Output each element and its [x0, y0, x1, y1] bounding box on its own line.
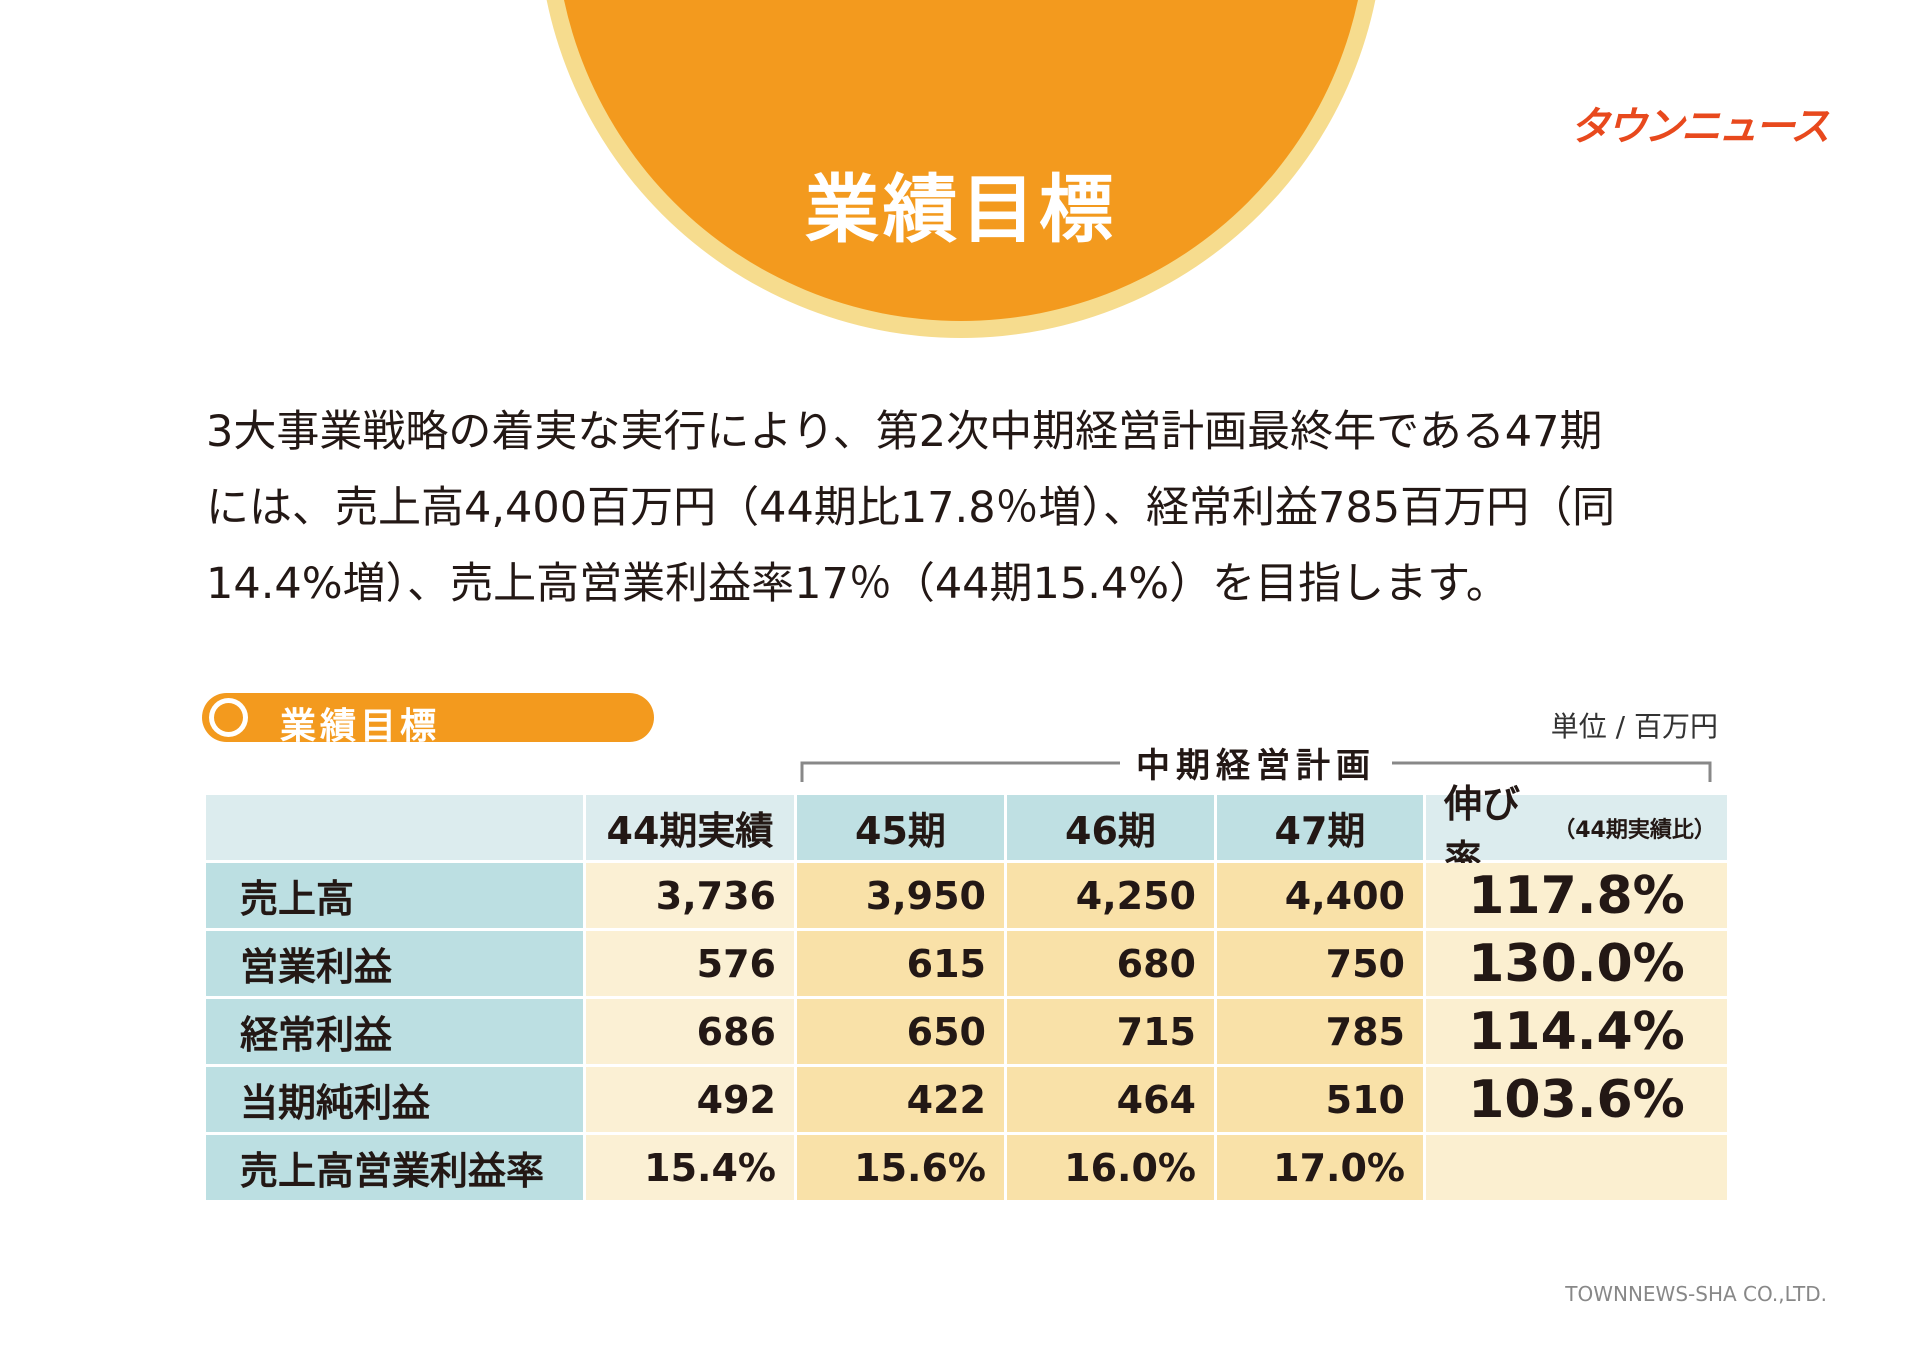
value-cell: 3,736	[586, 863, 794, 928]
value-cell: 464	[1007, 1067, 1214, 1132]
row-label: 営業利益	[206, 931, 583, 996]
column-header-note: （44期実績比）	[1553, 817, 1716, 843]
section-label-text: 業績目標	[280, 706, 441, 747]
plan-label: 中期経営計画	[800, 738, 1712, 787]
column-header: 47期	[1217, 795, 1423, 860]
value-cell: 576	[586, 931, 794, 996]
row-label: 当期純利益	[206, 1067, 583, 1132]
value-cell: 492	[586, 1067, 794, 1132]
logo: タウンニュース	[1570, 104, 1830, 150]
column-header: 45期	[797, 795, 1004, 860]
growth-cell: 103.6%	[1426, 1067, 1727, 1132]
paragraph-line: 3大事業戦略の着実な実行により、第2次中期経営計画最終年である47期	[206, 407, 1603, 457]
row-label: 経常利益	[206, 999, 583, 1064]
value-cell: 686	[586, 999, 794, 1064]
value-cell: 15.4%	[586, 1135, 794, 1200]
empty-cell	[1426, 1135, 1727, 1200]
paragraph-line: には、売上高4,400百万円（44期比17.8％増）、経常利益785百万円（同	[206, 483, 1616, 533]
value-cell: 650	[797, 999, 1004, 1064]
growth-cell: 117.8%	[1426, 863, 1727, 928]
section-label: 業績目標	[202, 693, 654, 747]
value-cell: 4,250	[1007, 863, 1214, 928]
page-title: 業績目標	[805, 167, 1117, 253]
value-cell: 4,400	[1217, 863, 1423, 928]
value-cell: 3,950	[797, 863, 1004, 928]
value-cell: 17.0%	[1217, 1135, 1423, 1200]
column-header: 伸び率 （44期実績比）	[1426, 782, 1727, 881]
value-cell: 615	[797, 931, 1004, 996]
row-label: 売上高営業利益率	[206, 1135, 583, 1200]
growth-cell: 114.4%	[1426, 999, 1727, 1064]
paragraph-line: 14.4%増）、売上高営業利益率17％（44期15.4%）を目指します。	[206, 559, 1509, 609]
value-cell: 16.0%	[1007, 1135, 1214, 1200]
value-cell: 680	[1007, 931, 1214, 996]
footer: TOWNNEWS-SHA CO.,LTD.	[1565, 1282, 1827, 1306]
value-cell: 715	[1007, 999, 1214, 1064]
column-header: 46期	[1007, 795, 1214, 860]
hero-circle	[546, 0, 1376, 338]
column-header: 44期実績	[586, 795, 794, 860]
growth-cell: 130.0%	[1426, 931, 1727, 996]
paragraph: 3大事業戦略の着実な実行により、第2次中期経営計画最終年である47期 には、売上高…	[206, 394, 1746, 622]
value-cell: 750	[1217, 931, 1423, 996]
unit-label: 単位 / 百万円	[1550, 710, 1718, 743]
row-label: 売上高	[206, 863, 583, 928]
plan-label-text: 中期経営計画	[1120, 746, 1392, 786]
value-cell: 422	[797, 1067, 1004, 1132]
corner-cell	[206, 795, 583, 860]
value-cell: 15.6%	[797, 1135, 1004, 1200]
value-cell: 510	[1217, 1067, 1423, 1132]
value-cell: 785	[1217, 999, 1423, 1064]
table: 44期実績 45期 46期 47期 伸び率 （44期実績比） 売上高 3,736 3,950 4,…	[206, 782, 1727, 1200]
